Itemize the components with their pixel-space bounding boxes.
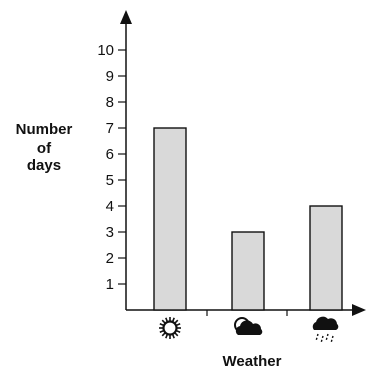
- sun-ray: [165, 334, 169, 339]
- sun-ray: [176, 329, 181, 333]
- bar-sunny: [153, 127, 187, 311]
- sun-icon: [159, 317, 181, 339]
- sun-ray: [161, 332, 166, 337]
- rain-drop: [325, 333, 329, 342]
- sun-ray: [171, 317, 175, 322]
- sun-ray: [174, 332, 179, 337]
- y-tick-label: 4: [106, 198, 114, 215]
- bar-rainy: [309, 205, 343, 311]
- sun-ray: [159, 323, 164, 327]
- y-axis-arrow: [120, 10, 132, 24]
- rain-cloud-shape: [312, 316, 339, 330]
- y-axis-title-line-3: days: [27, 157, 61, 174]
- rain-drop: [320, 335, 324, 344]
- x-axis-title: Weather: [223, 353, 282, 370]
- y-axis: 1 2 3 4 5 6 7 8 9 10: [97, 10, 132, 310]
- bar-partly-cloudy: [231, 231, 265, 311]
- category-icons: [159, 316, 339, 344]
- y-tick-label: 2: [106, 250, 114, 267]
- y-axis-title-line-1: Number: [16, 121, 73, 138]
- y-tick-label: 5: [106, 172, 114, 189]
- sun-ray: [165, 317, 169, 322]
- bars: [153, 127, 343, 311]
- sun-ray: [174, 319, 179, 324]
- sun-ray: [161, 319, 166, 324]
- y-tick-label: 8: [106, 94, 114, 111]
- y-axis-title-line-2: of: [37, 140, 52, 157]
- y-tick-label: 9: [106, 68, 114, 85]
- sun-disc: [162, 320, 178, 336]
- rain-drop: [330, 335, 334, 344]
- y-tick-label: 10: [97, 42, 114, 59]
- y-tick-label: 3: [106, 224, 114, 241]
- sun-ray: [171, 334, 175, 339]
- rain-cloud-icon: [312, 316, 339, 344]
- rain-drop: [315, 333, 319, 342]
- partly-cloudy-icon: [234, 317, 263, 335]
- y-tick-label: 1: [106, 276, 114, 293]
- sun-ray: [159, 329, 164, 333]
- partly-cloudy-cloud: [235, 320, 263, 335]
- y-tick-label: 6: [106, 146, 114, 163]
- sun-ray: [176, 323, 181, 327]
- y-tick-label: 7: [106, 120, 114, 137]
- x-axis-arrow: [352, 304, 366, 316]
